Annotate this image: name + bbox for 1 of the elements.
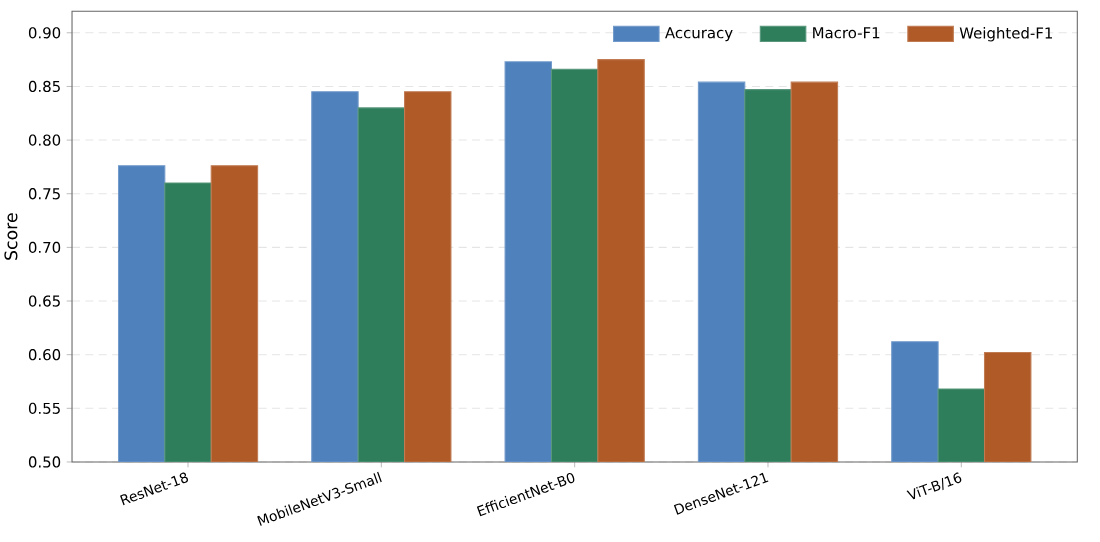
y-axis-title: Score	[4, 213, 18, 260]
